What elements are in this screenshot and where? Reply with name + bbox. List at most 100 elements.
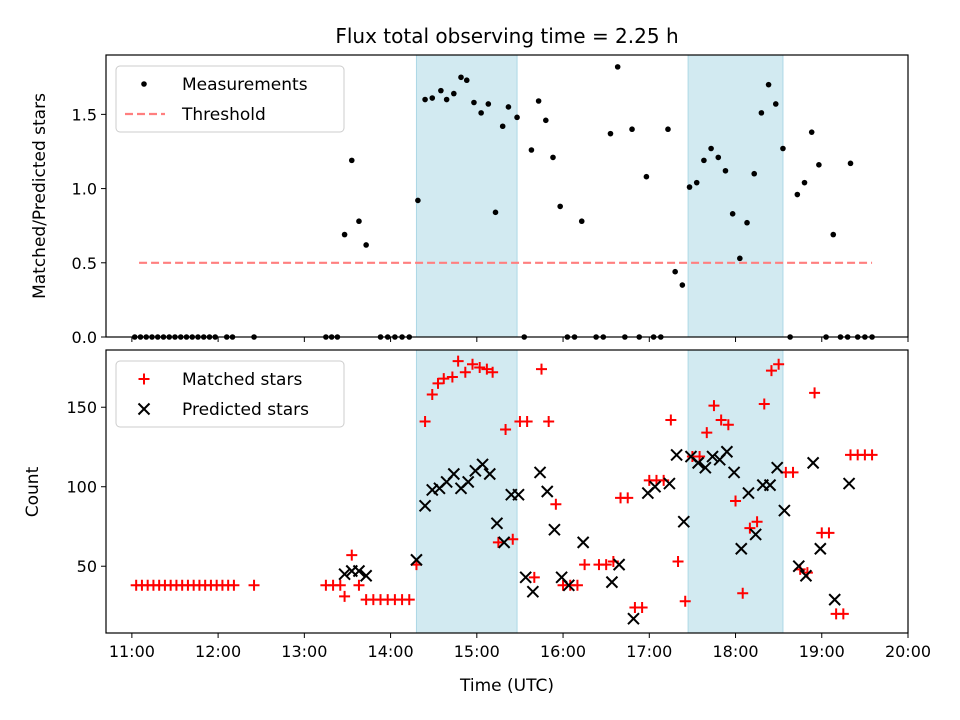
matched-star-point <box>866 449 878 461</box>
measurement-point <box>744 219 750 226</box>
x-tick-label: 16:00 <box>540 642 586 661</box>
measurement-point <box>672 268 678 275</box>
matched-star-point <box>438 373 450 385</box>
measurement-point <box>715 154 722 161</box>
measurement-point <box>348 157 355 164</box>
matched-star-point <box>459 366 471 378</box>
y-tick-label: 0.0 <box>72 328 97 347</box>
matched-star-point <box>339 590 351 602</box>
bottom-plot-area: 50 100 150 11:00 12:00 13:00 14:00 15:00 16:00 17… <box>66 349 931 661</box>
measurement-point <box>543 117 549 124</box>
y-tick-label: 100 <box>66 478 97 497</box>
x-tick-label: 13:00 <box>281 642 327 661</box>
predicted-star-point <box>771 461 784 474</box>
predicted-star-point <box>677 515 690 528</box>
measurement-point <box>514 114 520 121</box>
measurement-point <box>578 218 585 225</box>
predicted-star-point <box>576 536 590 549</box>
matched-star-point <box>467 358 479 370</box>
predicted-star-point <box>735 542 748 555</box>
matched-star-point <box>353 579 365 591</box>
measurement-point <box>701 157 707 164</box>
matched-star-point <box>715 414 727 426</box>
predicted-star-point <box>828 593 841 606</box>
measurement-point <box>808 129 815 135</box>
measurement-point <box>679 282 686 288</box>
predicted-star-point <box>691 456 705 470</box>
measurement-point <box>665 126 671 133</box>
predicted-star-point <box>605 575 619 589</box>
matched-star-point <box>334 579 346 591</box>
predicted-star-point <box>814 542 827 555</box>
predicted-star-point <box>627 612 640 625</box>
measurement-point <box>722 167 729 174</box>
observing-window-1 <box>687 349 784 634</box>
measurement-point <box>557 203 563 210</box>
predicted-star-point <box>806 456 820 470</box>
predicted-star-point <box>670 448 683 462</box>
legend-box <box>115 360 345 428</box>
predicted-star-point <box>490 517 504 530</box>
x-tick-label: 14:00 <box>368 642 414 661</box>
measurement-point <box>415 197 421 204</box>
measurement-point <box>729 211 736 217</box>
measurement-point <box>737 255 743 262</box>
predicted-star-point <box>562 579 576 592</box>
matched-star-point <box>672 555 684 567</box>
matched-star-point <box>487 366 499 378</box>
top-plot-area: 0.0 0.5 1.0 1.5 Measurements Threshold <box>72 54 909 347</box>
measurement-point <box>341 231 348 238</box>
measurement-point <box>422 96 428 103</box>
matched-star-point <box>773 358 785 370</box>
legend: Matched stars Predicted stars <box>115 360 345 428</box>
matched-star-point <box>823 527 835 539</box>
predicted-star-point <box>778 504 791 517</box>
matched-star-point <box>758 398 770 410</box>
matched-star-point <box>636 602 648 614</box>
legend-box <box>115 65 345 133</box>
series-measurements <box>131 64 875 340</box>
y-tick-label: 0.5 <box>72 254 97 273</box>
measurement-point <box>458 74 464 81</box>
legend-label: Measurements <box>182 75 308 95</box>
predicted-star-point <box>842 477 856 490</box>
observing-window-1 <box>687 54 784 338</box>
matched-star-point <box>737 587 749 599</box>
measurement-point <box>550 154 556 161</box>
matched-star-point <box>579 559 591 571</box>
legend-marker-dot <box>141 81 147 87</box>
legend-label: Threshold <box>181 105 266 125</box>
predicted-star-point <box>548 523 561 536</box>
axes-frame <box>105 349 909 634</box>
measurement-point <box>643 173 650 180</box>
measurement-point <box>438 87 444 94</box>
measurement-point <box>471 99 477 106</box>
predicted-star-point <box>519 571 532 584</box>
matched-star-point <box>571 579 583 591</box>
series-predicted-stars <box>338 445 856 625</box>
predicted-star-point <box>461 475 475 489</box>
matched-star-point <box>452 355 464 367</box>
matched-star-point <box>481 363 493 375</box>
legend: Measurements Threshold <box>115 65 345 133</box>
matched-star-point <box>535 363 547 375</box>
predicted-star-point <box>512 488 525 501</box>
y-tick-label: 50 <box>77 557 97 576</box>
predicted-star-point <box>352 564 366 578</box>
matched-star-point <box>787 466 799 478</box>
matched-star-point <box>730 495 742 507</box>
measurement-point <box>451 90 457 97</box>
predicted-star-point <box>799 569 813 582</box>
predicted-star-point <box>541 485 554 498</box>
x-tick-label: 12:00 <box>195 642 241 661</box>
observing-window-0 <box>415 54 518 338</box>
predicted-star-point <box>720 445 734 458</box>
predicted-star-point <box>742 486 755 500</box>
matched-star-point <box>248 579 260 591</box>
matched-star-point <box>432 377 444 389</box>
matched-star-point <box>528 571 540 583</box>
predicted-star-point <box>359 569 373 582</box>
predicted-star-point <box>476 458 489 471</box>
predicted-star-point <box>792 560 805 573</box>
